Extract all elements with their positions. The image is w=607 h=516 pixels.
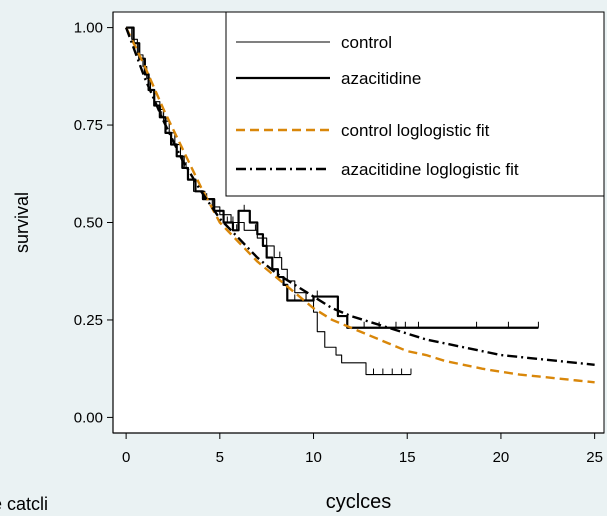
legend-box xyxy=(225,11,605,197)
x-tick-label: 25 xyxy=(586,449,603,466)
y-tick-label: 0.25 xyxy=(74,312,103,329)
x-tick-label: 20 xyxy=(493,449,510,466)
y-axis-label: survival xyxy=(12,192,32,253)
x-tick-label: 0 xyxy=(122,449,130,466)
series-line-control-loglogistic-fit xyxy=(125,27,595,384)
x-axis-label: cyclces xyxy=(326,491,392,513)
legend-label-control: control xyxy=(341,33,392,52)
legend-label-azacitidine: azacitidine xyxy=(341,69,421,88)
series-line-azacitidine-loglogistic-fit xyxy=(124,27,595,366)
series-layer xyxy=(124,26,595,384)
bottom-left-caption: ine catcli xyxy=(0,494,49,514)
x-tick-label: 5 xyxy=(216,449,224,466)
x-tick-label: 10 xyxy=(305,449,322,466)
y-tick-label: 0.50 xyxy=(74,215,103,232)
y-tick-label: 0.75 xyxy=(74,117,103,134)
legend-label-azacitidine-loglogistic-fit: azacitidine loglogistic fit xyxy=(341,160,519,179)
y-tick-label: 0.00 xyxy=(74,409,103,426)
y-tick-label: 1.00 xyxy=(74,20,103,37)
legend: control azacitidine control loglogistic fi… xyxy=(225,11,605,197)
x-tick-label: 15 xyxy=(399,449,416,466)
axes: 0.00 0.25 0.50 0.75 1.00 0 5 10 15 20 25 xyxy=(74,12,604,466)
legend-label-control-loglogistic-fit: control loglogistic fit xyxy=(341,121,490,140)
